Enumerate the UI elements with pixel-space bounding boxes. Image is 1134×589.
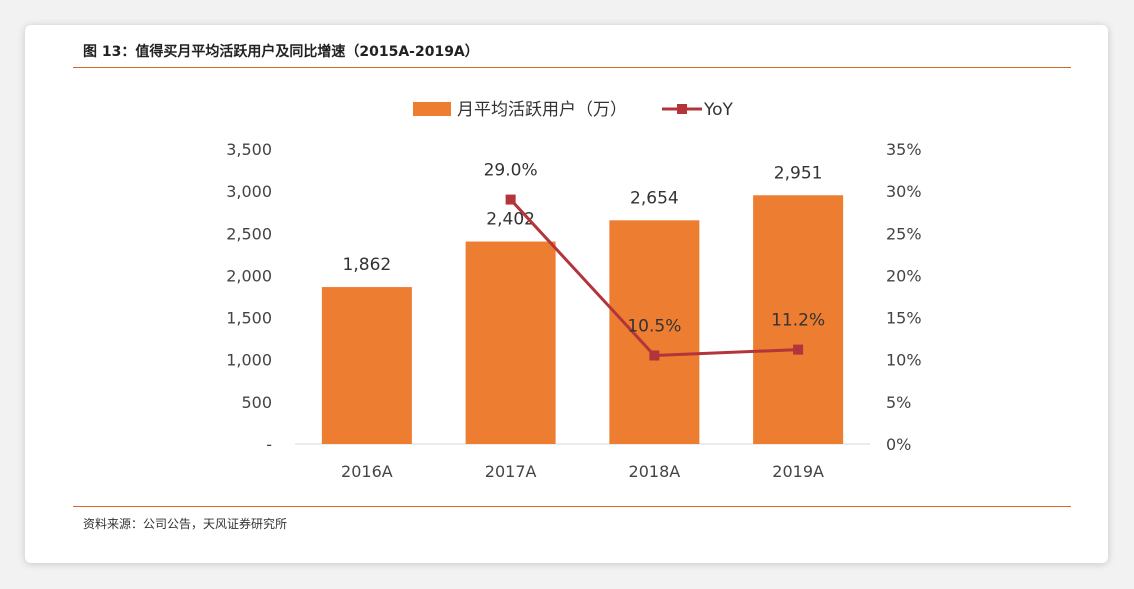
- legend-line-label: YoY: [703, 100, 734, 120]
- yoy-value-label: 29.0%: [484, 161, 538, 181]
- y-left-tick-label: 2,000: [226, 266, 272, 285]
- x-tick-label: 2016A: [341, 462, 393, 481]
- axes: - 500 1,000 1,500 2,000 2,500 3,000 3,500 0% 5% 10…: [226, 140, 921, 481]
- legend-bar-label: 月平均活跃用户（万）: [457, 100, 627, 120]
- y-left-tick-label: 2,500: [226, 224, 272, 243]
- figure-source: 资料来源：公司公告，天风证券研究所: [83, 517, 288, 531]
- bar: [321, 287, 412, 444]
- bar-value-label: 1,862: [343, 255, 392, 275]
- bar-value-label: 2,654: [630, 188, 679, 208]
- y-left-tick-label: 3,500: [226, 140, 272, 159]
- bar: [753, 195, 844, 444]
- source-divider: [73, 506, 1071, 507]
- figure-title: 图 13：值得买月平均活跃用户及同比增速（2015A-2019A）: [83, 44, 479, 60]
- yoy-marker: [649, 350, 660, 361]
- legend: 月平均活跃用户（万） YoY: [413, 100, 734, 120]
- y-right-tick-label: 35%: [886, 140, 922, 159]
- legend-line-marker: [677, 104, 687, 114]
- yoy-marker: [505, 194, 516, 205]
- y-right-tick-label: 5%: [886, 393, 911, 412]
- yoy-line-series: [505, 194, 804, 361]
- y-right-tick-label: 25%: [886, 224, 922, 243]
- y-left-tick-label: 1,000: [226, 351, 272, 370]
- y-left-tick-label: 3,000: [226, 182, 272, 201]
- yoy-value-label: 10.5%: [627, 317, 681, 337]
- bar-series: [321, 195, 844, 444]
- bar: [609, 220, 700, 444]
- x-tick-label: 2017A: [485, 462, 537, 481]
- x-tick-label: 2019A: [772, 462, 824, 481]
- y-left-tick-label: 1,500: [226, 309, 272, 328]
- yoy-data-labels: 29.0% 10.5% 11.2%: [484, 161, 826, 337]
- yoy-value-label: 11.2%: [771, 311, 825, 331]
- bar: [465, 241, 556, 444]
- y-right-tick-label: 0%: [886, 435, 911, 454]
- x-tick-label: 2018A: [629, 462, 681, 481]
- title-divider: [73, 67, 1071, 68]
- legend-bar-swatch: [413, 102, 451, 116]
- y-right-tick-label: 10%: [886, 351, 922, 370]
- bar-value-label: 2,951: [774, 163, 823, 183]
- y-right-tick-label: 30%: [886, 182, 922, 201]
- y-left-tick-label: 500: [241, 393, 272, 412]
- y-right-tick-label: 15%: [886, 309, 922, 328]
- figure-card: 图 13：值得买月平均活跃用户及同比增速（2015A-2019A） 资料来源：公…: [25, 25, 1108, 563]
- yoy-marker: [793, 344, 804, 355]
- y-left-tick-label: -: [266, 435, 272, 454]
- y-right-tick-label: 20%: [886, 266, 922, 285]
